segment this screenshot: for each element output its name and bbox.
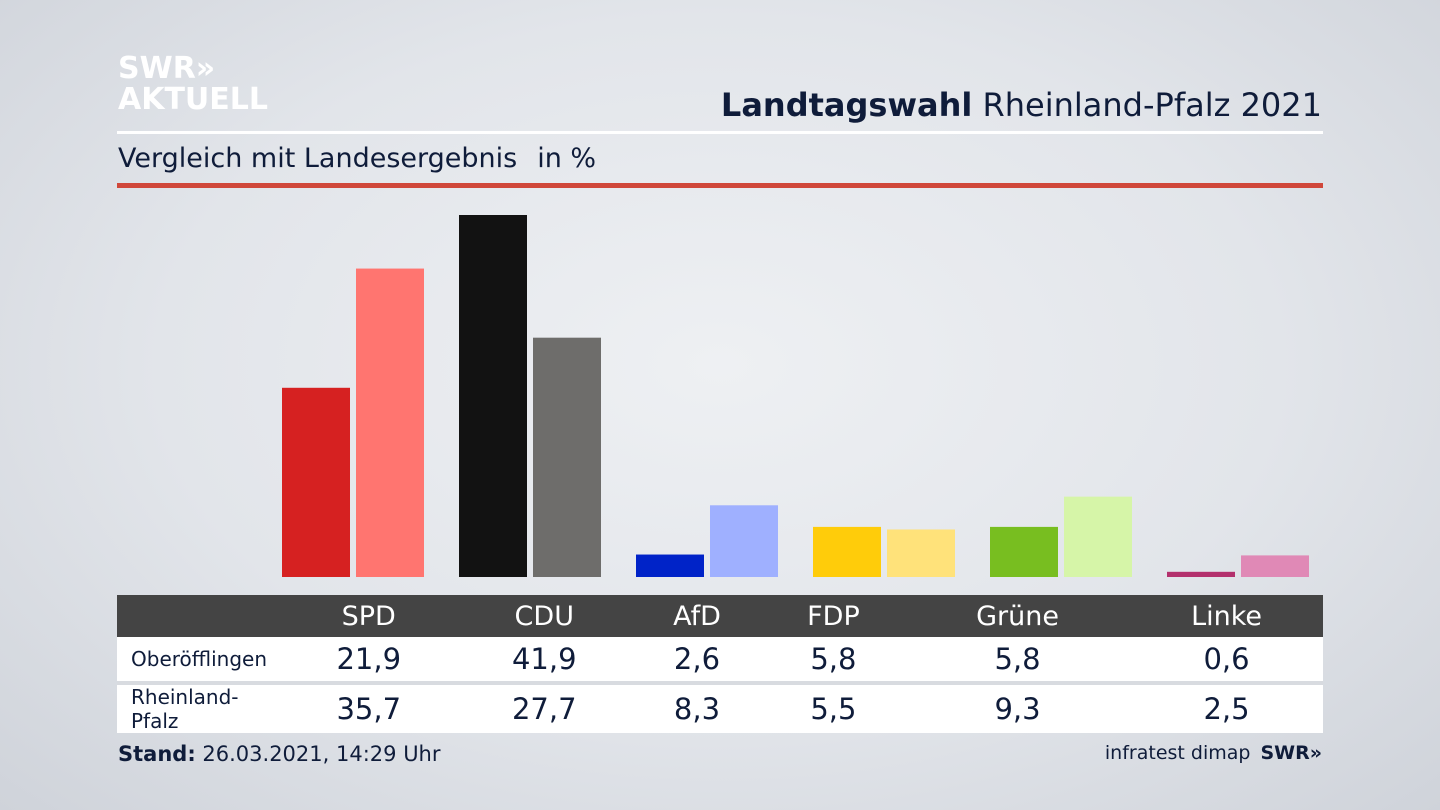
cell-state-spd: 35,7 (281, 685, 457, 733)
title-bold: Landtagswahl (720, 86, 973, 124)
cell-state-cdu: 27,7 (456, 685, 632, 733)
cell-local-cdu: 41,9 (456, 637, 632, 685)
accent-divider (117, 183, 1323, 188)
header-fdp: FDP (761, 595, 905, 637)
bar-afd-local (636, 554, 704, 577)
stand-label: Stand: (118, 742, 196, 766)
bar-spd-state (356, 268, 424, 577)
subtitle-unit: in % (537, 143, 597, 174)
source-credit: infratest dimap SWR» (1105, 742, 1322, 764)
cell-state-linke: 2,5 (1130, 685, 1323, 733)
table-row: Oberöfflingen 21,9 41,9 2,6 5,8 5,8 0,6 (117, 637, 1323, 685)
chart-subtitle: Vergleich mit Landesergebnis in % (118, 143, 596, 174)
row-label-state: Rheinland-Pfalz (117, 685, 281, 733)
bar-linke-state (1241, 555, 1309, 577)
cell-state-fdp: 5,5 (761, 685, 905, 733)
bar-cdu-local (459, 215, 527, 577)
bar-gruene-state (1064, 496, 1132, 577)
page-title: Landtagswahl Rheinland-Pfalz 2021 (721, 86, 1322, 124)
header-gruene: Grüne (904, 595, 1131, 637)
header-empty-cell (117, 595, 281, 637)
title-divider (117, 131, 1323, 134)
bar-fdp-local (813, 526, 881, 577)
table-row: Rheinland-Pfalz 35,7 27,7 8,3 5,5 9,3 2,… (117, 685, 1323, 733)
stand-value: 26.03.2021, 14:29 Uhr (202, 742, 441, 766)
header-afd: AfD (632, 595, 762, 637)
bar-fdp-state (887, 529, 955, 577)
swr-logo: SWR» (1260, 742, 1322, 764)
logo-line-1: SWR» (118, 51, 216, 86)
header-spd: SPD (281, 595, 457, 637)
header-cdu: CDU (456, 595, 632, 637)
bar-spd-local (282, 387, 350, 577)
source-text: infratest dimap (1104, 742, 1251, 764)
bar-cdu-state (533, 337, 601, 577)
swr-aktuell-logo: SWR» AKTUELL (118, 54, 268, 115)
header-linke: Linke (1130, 595, 1323, 637)
bar-afd-state (710, 505, 778, 577)
cell-local-linke: 0,6 (1130, 637, 1323, 685)
logo-line-2: AKTUELL (118, 82, 269, 117)
cell-local-afd: 2,6 (632, 637, 762, 685)
subtitle-text: Vergleich mit Landesergebnis (118, 143, 518, 174)
table-header-row: SPD CDU AfD FDP Grüne Linke (117, 595, 1323, 637)
bar-linke-local (1167, 571, 1235, 577)
cell-state-afd: 8,3 (632, 685, 762, 733)
results-table: SPD CDU AfD FDP Grüne Linke Oberöfflinge… (117, 595, 1323, 733)
cell-local-fdp: 5,8 (761, 637, 905, 685)
cell-local-gruene: 5,8 (904, 637, 1131, 685)
cell-state-gruene: 9,3 (904, 685, 1131, 733)
timestamp: Stand: 26.03.2021, 14:29 Uhr (118, 742, 441, 766)
row-label-local: Oberöfflingen (117, 637, 281, 685)
bar-gruene-local (990, 526, 1058, 577)
cell-local-spd: 21,9 (281, 637, 457, 685)
title-rest: Rheinland-Pfalz 2021 (982, 86, 1322, 124)
